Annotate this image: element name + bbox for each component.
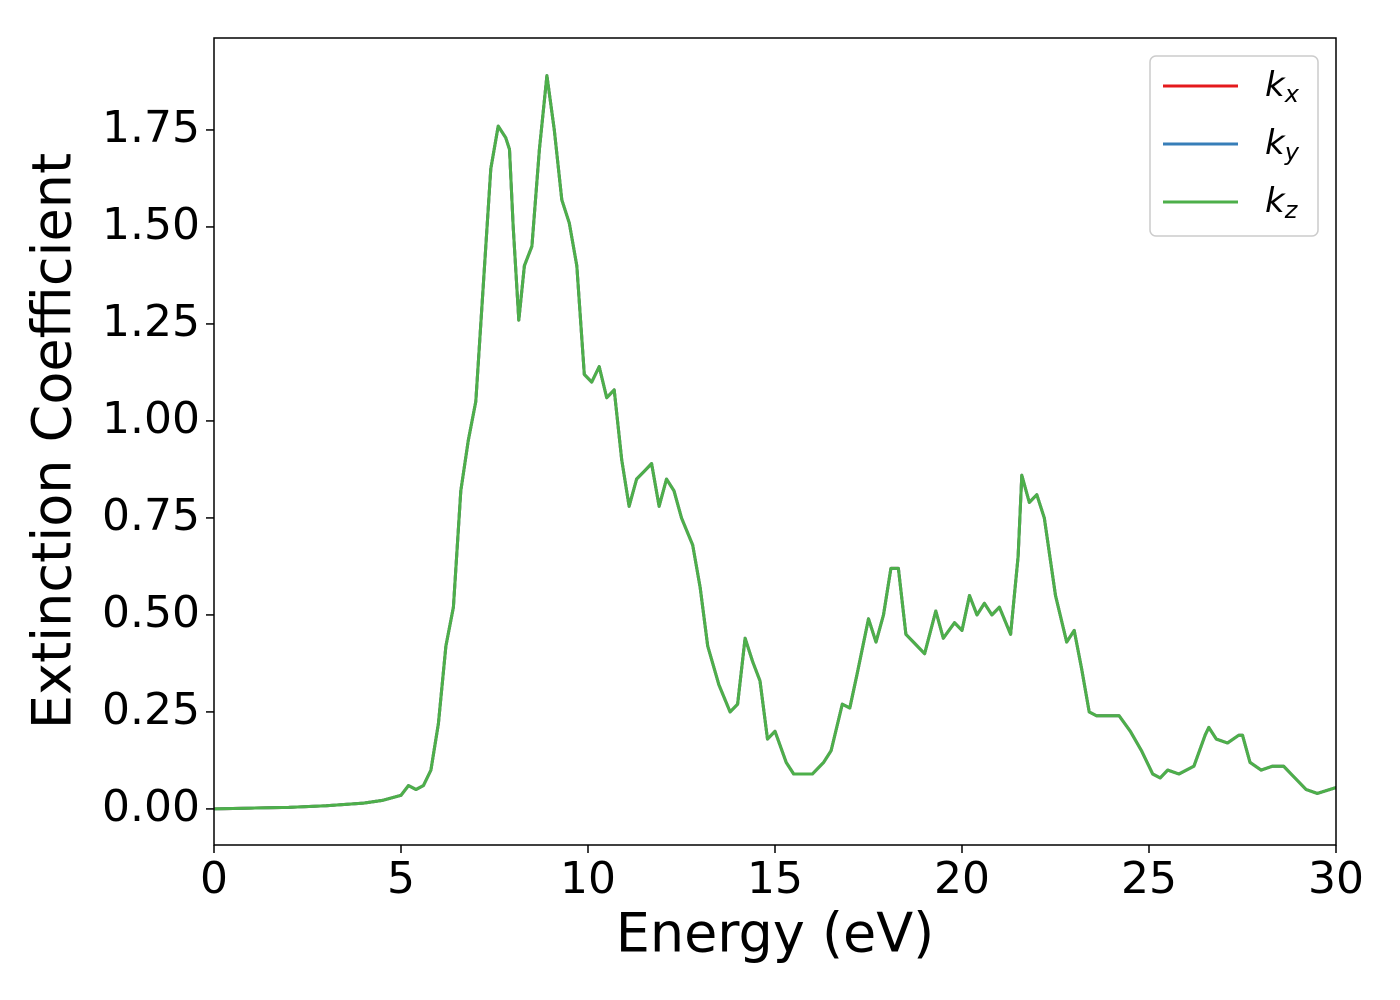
y-tick-label: 0.00 — [102, 781, 200, 832]
y-axis-label: Extinction Coefficient — [21, 153, 84, 729]
legend-box — [1149, 55, 1319, 237]
x-tick-label: 0 — [200, 853, 228, 904]
x-tick-label: 30 — [1308, 853, 1364, 904]
plot-frame — [213, 37, 1337, 846]
y-tick-label: 1.50 — [102, 199, 200, 250]
y-tick-label: 1.00 — [102, 393, 200, 444]
legend-label: kz — [1265, 181, 1299, 225]
y-tick-label: 0.25 — [102, 684, 200, 735]
x-axis-label: Energy (eV) — [616, 902, 935, 965]
x-tick-label: 15 — [747, 853, 803, 904]
line-series — [214, 74, 1336, 811]
y-tick-label: 0.50 — [102, 587, 200, 638]
legend-label: kx — [1265, 65, 1300, 109]
x-tick-label: 25 — [1121, 853, 1177, 904]
x-tick-label: 10 — [560, 853, 616, 904]
y-tick-label: 1.25 — [102, 296, 200, 347]
x-tick-label: 20 — [934, 853, 990, 904]
legend-label: ky — [1265, 123, 1300, 167]
y-tick-label: 1.75 — [102, 102, 200, 153]
y-tick-label: 0.75 — [102, 490, 200, 541]
x-tick-label: 5 — [387, 853, 415, 904]
